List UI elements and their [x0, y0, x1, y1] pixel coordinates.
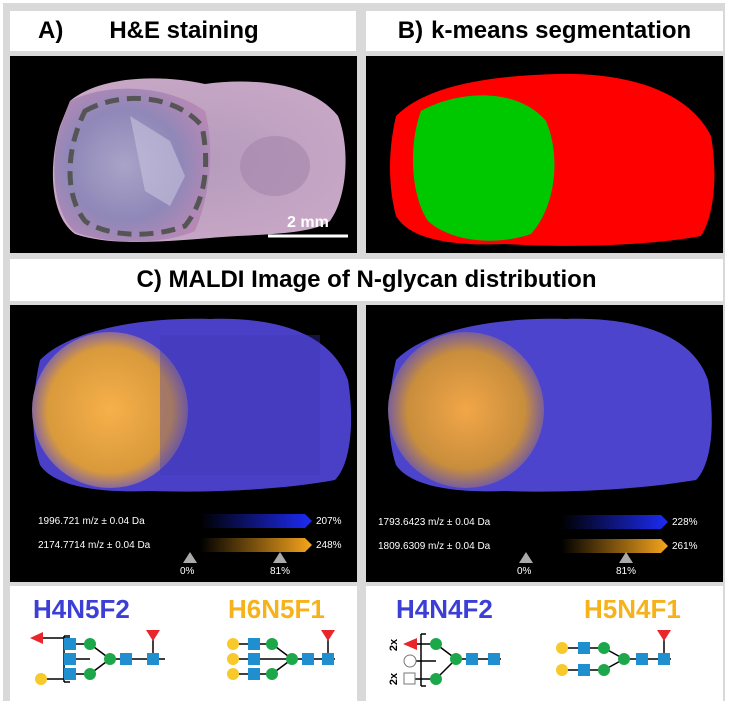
- scale-bar-label: 2 mm: [287, 214, 329, 232]
- panel-c-title: C) MALDI Image of N-glycan distribution: [137, 266, 597, 294]
- panel-a-title: H&E staining: [109, 17, 258, 45]
- panel-a-header: A) H&E staining: [10, 11, 356, 51]
- orange-pct-label-right: 261%: [672, 541, 698, 552]
- orange-pct-label: 248%: [316, 540, 342, 551]
- panel-b-label: B): [398, 17, 423, 45]
- blue-mz-label-right: 1793.6423 m/z ± 0.04 Da: [378, 517, 490, 528]
- blue-pct-label: 207%: [316, 516, 342, 527]
- maldi-image-right: 1793.6423 m/z ± 0.04 Da 228% 1809.6309 m…: [366, 305, 723, 582]
- panel-a-label: A): [38, 17, 63, 45]
- maldi-image-left: 1996.721 m/z ± 0.04 Da 207% 2174.7714 m/…: [10, 305, 357, 582]
- kmeans-segmentation-image: [366, 56, 723, 253]
- panel-b-header: B) k-means segmentation: [366, 11, 723, 51]
- tick-81-label: 81%: [270, 566, 290, 577]
- glycan-structures-right: [366, 586, 723, 702]
- glycan-structures-left: [10, 586, 357, 702]
- tick-0-label-right: 0%: [517, 566, 531, 577]
- panel-c-header: C) MALDI Image of N-glycan distribution: [10, 259, 723, 301]
- panel-b-title: k-means segmentation: [431, 17, 691, 45]
- orange-mz-label-right: 1809.6309 m/z ± 0.04 Da: [378, 541, 490, 552]
- glycan-panel-right: H4N4F2 H5N4F1 2x 2x: [366, 586, 723, 702]
- tick-0-label: 0%: [180, 566, 194, 577]
- he-staining-image: 2 mm: [10, 56, 357, 253]
- tick-81-label-right: 81%: [616, 566, 636, 577]
- blue-mz-label: 1996.721 m/z ± 0.04 Da: [38, 516, 145, 527]
- glycan-panel-left: H4N5F2 H6N5F1: [10, 586, 357, 702]
- blue-pct-label-right: 228%: [672, 517, 698, 528]
- orange-mz-label: 2174.7714 m/z ± 0.04 Da: [38, 540, 150, 551]
